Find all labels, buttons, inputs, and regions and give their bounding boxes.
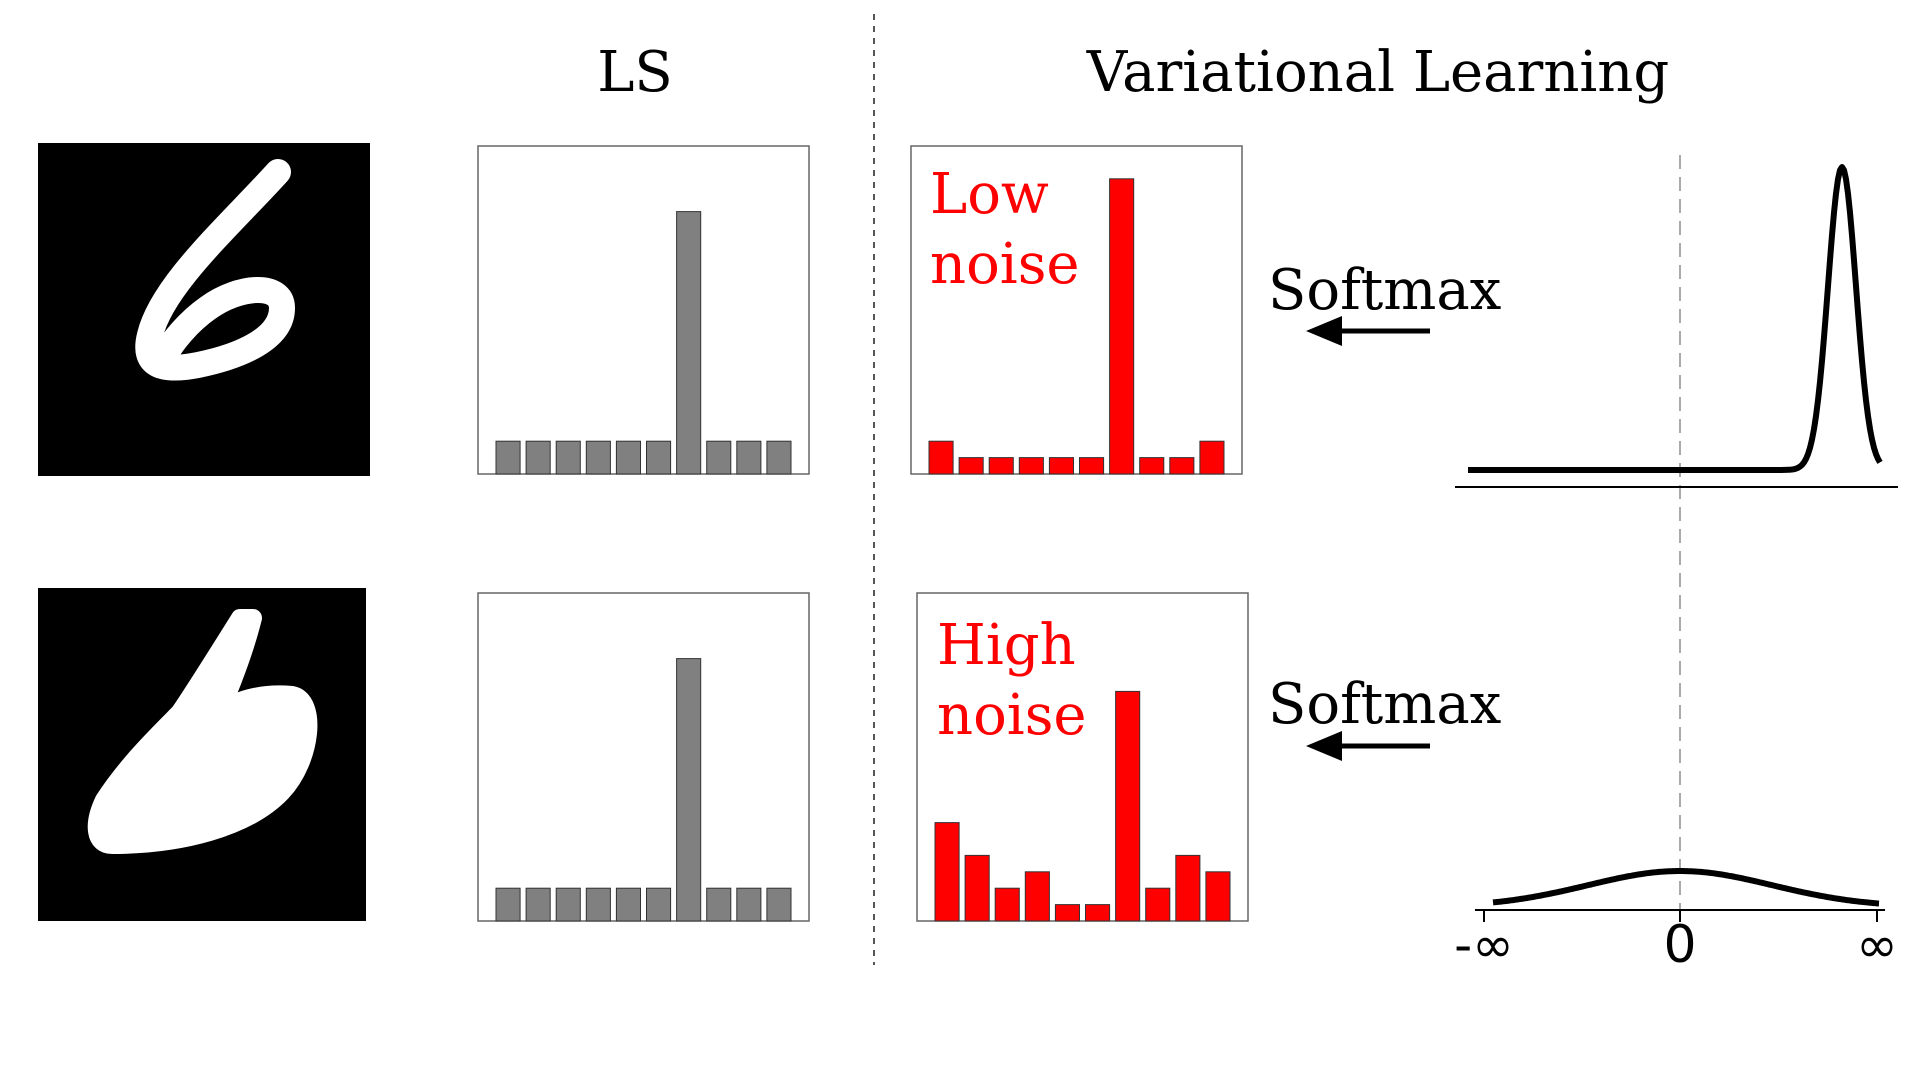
bar-vl-low-noise-5 xyxy=(1079,457,1105,475)
bar-vl-high-noise-3 xyxy=(1024,871,1050,922)
bar-vl-high-noise-6 xyxy=(1115,690,1141,922)
bar-ls-row-1-9 xyxy=(766,440,792,475)
softmax-arrow-row-2 xyxy=(1306,731,1430,761)
bar-vl-high-noise-4 xyxy=(1054,904,1081,922)
bar-ls-row-2-2 xyxy=(555,887,581,922)
wide-density-curve xyxy=(1492,868,1880,907)
tick-label-neg-inf: -∞ xyxy=(1454,916,1514,974)
bar-ls-row-2-3 xyxy=(585,887,611,922)
bar-vl-low-noise-4 xyxy=(1048,457,1075,475)
bar-ls-row-2-8 xyxy=(736,887,762,922)
bar-vl-low-noise-3 xyxy=(1018,457,1044,475)
bar-ls-row-2-1 xyxy=(525,887,551,922)
bar-ls-row-1-7 xyxy=(706,440,732,475)
bar-vl-high-noise-9 xyxy=(1205,871,1231,922)
ls-histogram-row-1 xyxy=(477,145,810,475)
bar-vl-high-noise-5 xyxy=(1085,904,1111,922)
noise-label-row-2-line-2: noise xyxy=(937,683,1087,748)
bar-vl-high-noise-7 xyxy=(1145,887,1171,922)
bar-vl-high-noise-8 xyxy=(1175,854,1201,922)
ls-histogram-row-2 xyxy=(477,592,810,922)
bar-ls-row-1-1 xyxy=(525,440,551,475)
vl-histogram-high-noise xyxy=(916,592,1249,922)
bar-ls-row-1-6 xyxy=(676,211,702,475)
bar-vl-low-noise-9 xyxy=(1199,440,1225,475)
bar-vl-high-noise-2 xyxy=(994,887,1020,922)
bar-ls-row-2-7 xyxy=(706,887,732,922)
bar-ls-row-2-6 xyxy=(676,658,702,922)
bar-vl-low-noise-1 xyxy=(958,457,984,475)
softmax-label-row-2: Softmax xyxy=(1268,672,1501,737)
bar-vl-low-noise-0 xyxy=(928,440,954,475)
bar-vl-low-noise-6 xyxy=(1109,178,1135,475)
tick-label-pos-inf: ∞ xyxy=(1856,916,1898,974)
noise-label-row-2-line-1: High xyxy=(937,613,1076,678)
vl-histogram-low-noise xyxy=(910,145,1243,475)
bar-ls-row-2-0 xyxy=(495,887,521,922)
noise-label-row-1-line-2: noise xyxy=(930,232,1080,297)
bar-ls-row-1-0 xyxy=(495,440,521,475)
bar-ls-row-1-5 xyxy=(646,440,672,475)
bar-ls-row-2-9 xyxy=(766,887,792,922)
narrow-density-curve xyxy=(1467,164,1883,473)
noise-label-row-1-line-1: Low xyxy=(930,162,1049,227)
bar-vl-high-noise-0 xyxy=(934,822,960,922)
bar-vl-low-noise-8 xyxy=(1169,457,1195,475)
bar-ls-row-2-4 xyxy=(615,887,642,922)
bar-ls-row-1-8 xyxy=(736,440,762,475)
bar-ls-row-2-5 xyxy=(646,887,672,922)
tick-label-zero: 0 xyxy=(1663,915,1696,975)
bar-vl-low-noise-7 xyxy=(1139,457,1165,475)
bar-vl-high-noise-1 xyxy=(964,854,990,922)
softmax-arrow-row-1 xyxy=(1306,316,1430,346)
softmax-label-row-1: Softmax xyxy=(1268,258,1501,323)
digit-image-six xyxy=(38,143,370,476)
variational-header: Variational Learning xyxy=(1086,40,1669,105)
bar-ls-row-1-2 xyxy=(555,440,581,475)
bar-ls-row-1-3 xyxy=(585,440,611,475)
bar-vl-low-noise-2 xyxy=(988,457,1014,475)
bar-ls-row-1-4 xyxy=(615,440,642,475)
ls-header: LS xyxy=(597,40,673,105)
digit-image-blob xyxy=(38,588,366,921)
